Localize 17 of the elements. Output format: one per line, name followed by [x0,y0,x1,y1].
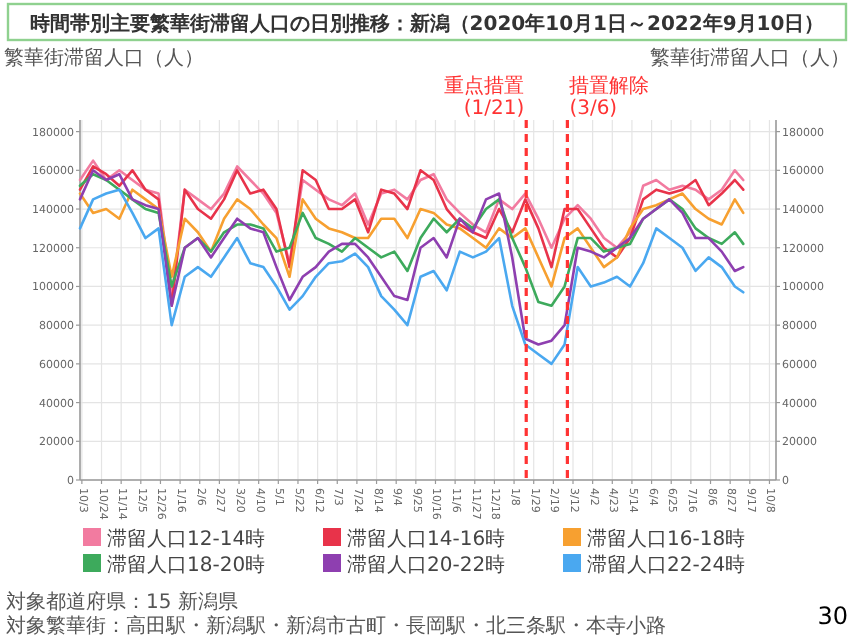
line-series [78,169,745,346]
legend-label: 滞留人口20-22時 [347,553,506,577]
chart-title: 時間帯別主要繁華街滞留人口の日別推移：新潟（2020年10月1日～2022年9月10日） [29,12,825,36]
line-series [78,188,745,288]
legend-label: 滞留人口12-14時 [107,527,266,551]
legend-label: 滞留人口22-24時 [587,553,746,577]
text: 対象繁華街：高田駅・新潟駅・新潟市古町・長岡駅・北三条駅・本寺小路 [6,614,666,638]
y-axis-title: 繁華街滞留人口（人） [4,46,204,70]
text: 30 [817,602,848,630]
y2-axis-title: 繁華街滞留人口（人） [650,46,850,70]
legend-label: 滞留人口14-16時 [347,527,506,551]
line-series [78,188,745,366]
ref-line-label: 措置解除(3/6) [569,74,650,120]
ref-line-label: 重点措置(1/21) [444,74,525,120]
text: 対象都道府県：15 新潟県 [6,590,238,614]
legend-label: 滞留人口16-18時 [587,527,746,551]
legend-label: 滞留人口18-20時 [107,553,266,577]
